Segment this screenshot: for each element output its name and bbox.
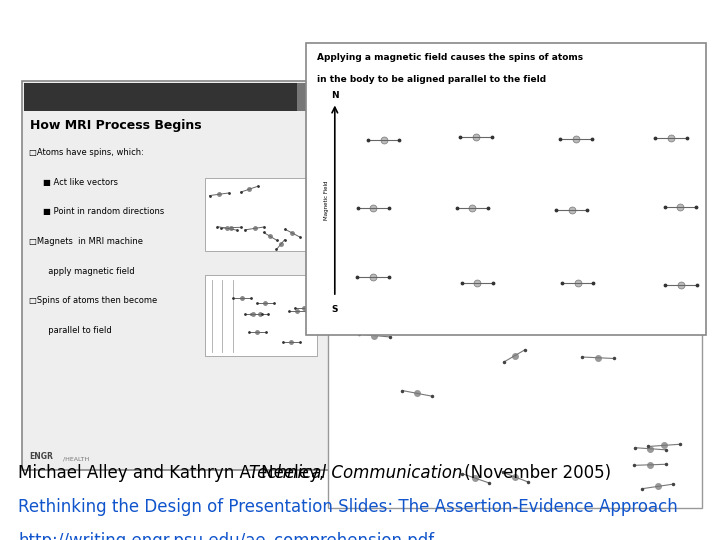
- FancyBboxPatch shape: [306, 43, 706, 335]
- Text: ■ Act like vectors: ■ Act like vectors: [43, 178, 118, 187]
- Text: parallel to field: parallel to field: [43, 326, 112, 335]
- Text: ■ Point in random directions: ■ Point in random directions: [43, 207, 164, 217]
- Text: N: N: [331, 91, 338, 100]
- Text: Applying a magnetic field causes the spins of atoms: Applying a magnetic field causes the spi…: [336, 193, 603, 202]
- FancyBboxPatch shape: [297, 83, 325, 111]
- FancyBboxPatch shape: [22, 81, 331, 470]
- Text: ENGR: ENGR: [29, 452, 53, 461]
- Text: apply magnetic field: apply magnetic field: [43, 267, 135, 276]
- Text: Technical Communication: Technical Communication: [18, 464, 462, 482]
- FancyBboxPatch shape: [205, 178, 317, 251]
- Text: (November 2005): (November 2005): [18, 464, 611, 482]
- Text: /HEALTH: /HEALTH: [63, 456, 89, 461]
- Text: Michael Alley and Kathryn A. Neeley, Technical Communication: Michael Alley and Kathryn A. Neeley, Tec…: [18, 464, 541, 482]
- Text: □Magnets  in MRI machine: □Magnets in MRI machine: [29, 237, 143, 246]
- Text: Applying a magnetic field causes the spins of atoms: Applying a magnetic field causes the spi…: [317, 53, 583, 62]
- Text: □Spins of atoms then become: □Spins of atoms then become: [29, 296, 157, 306]
- Text: S: S: [331, 305, 338, 314]
- FancyBboxPatch shape: [328, 184, 702, 508]
- Text: in the body to be aligned parallel to the field: in the body to be aligned parallel to th…: [317, 75, 546, 84]
- Text: Michael Alley and Kathryn A. Neeley,: Michael Alley and Kathryn A. Neeley,: [18, 464, 330, 482]
- Text: Rethinking the Design of Presentation Slides: The Assertion-Evidence Approach: Rethinking the Design of Presentation Sl…: [18, 498, 678, 516]
- Text: http://writing.engr.psu.edu/ae_comprehension.pdf: http://writing.engr.psu.edu/ae_comprehen…: [18, 531, 434, 540]
- FancyBboxPatch shape: [24, 83, 328, 111]
- Text: Magnetic Field: Magnetic Field: [324, 180, 329, 220]
- Text: □Atoms have spins, which:: □Atoms have spins, which:: [29, 148, 144, 157]
- Text: in the body to be aligned parallel to the field: in the body to be aligned parallel to th…: [336, 215, 565, 224]
- FancyBboxPatch shape: [205, 275, 317, 356]
- Text: How MRI Process Begins: How MRI Process Begins: [30, 119, 202, 132]
